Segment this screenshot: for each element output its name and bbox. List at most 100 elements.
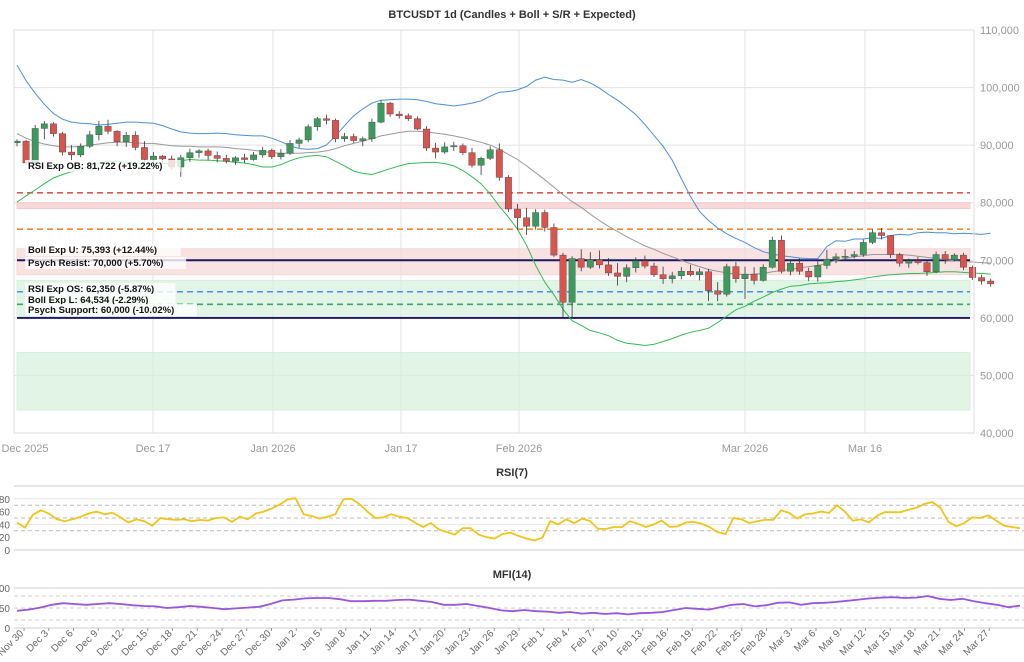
candle-body <box>113 131 121 142</box>
candle-body <box>377 102 385 123</box>
candle-body <box>304 126 312 141</box>
candle-body <box>268 150 276 157</box>
candle <box>341 133 348 142</box>
candle-body <box>814 265 822 278</box>
mfi-x-tick-label: Mar 24 <box>937 628 967 658</box>
candle-body <box>259 150 267 156</box>
rsi-y-tick-label: 40 <box>0 520 10 531</box>
candle <box>805 267 813 282</box>
candle-body <box>213 155 221 159</box>
candle <box>859 239 867 257</box>
candle-body <box>778 239 785 272</box>
candle-body <box>923 262 931 272</box>
level-annotation: RSI Exp OB: 81,722 (+19.22%) <box>28 161 162 172</box>
candle-body <box>623 267 631 277</box>
mfi-x-tick-label: Dec 30 <box>243 628 273 658</box>
main-y-tick-label: 60,000 <box>980 313 1014 325</box>
candle-body <box>395 113 403 116</box>
mfi-x-tick-label: Feb 10 <box>590 628 620 658</box>
candle-body <box>250 154 257 160</box>
candle-body <box>459 145 467 153</box>
candle <box>195 149 203 158</box>
candle-body <box>441 146 449 153</box>
candle-body <box>204 150 212 156</box>
candle <box>614 263 622 286</box>
candle <box>441 142 449 154</box>
candle-body <box>723 266 731 295</box>
candle-body <box>641 260 649 267</box>
candle-body <box>159 155 166 160</box>
rsi-grid <box>14 485 1024 551</box>
candle-body <box>477 158 485 166</box>
sr-zone <box>16 202 971 209</box>
annotation-bg <box>25 283 176 295</box>
candle <box>505 175 512 212</box>
main-y-tick-label: 70,000 <box>980 255 1014 267</box>
candle-body <box>68 151 76 156</box>
candle <box>586 252 594 269</box>
rsi-y-tick-label: 20 <box>0 533 10 544</box>
level-annotation: Psych Resist: 70,000 (+5.70%) <box>28 258 163 269</box>
candle <box>932 251 940 273</box>
main-x-tick-label: Mar 2026 <box>722 443 768 455</box>
candle-body <box>104 125 112 132</box>
candle <box>659 266 667 284</box>
rsi-y-tick-label: 80 <box>0 495 10 506</box>
candle <box>878 228 885 240</box>
candle <box>350 133 358 143</box>
candle-body <box>960 254 967 268</box>
mfi-x-tick-label: Jan 5 <box>298 628 323 653</box>
candle-body <box>495 149 503 178</box>
candle <box>950 253 958 262</box>
candle-body <box>323 118 330 121</box>
candle-body <box>596 259 603 266</box>
candle-body <box>614 272 622 277</box>
level-annotations: RSI Exp OB: 81,722 (+19.22%) Boll Exp U: … <box>25 160 197 316</box>
candle-body <box>732 266 740 279</box>
mfi-grid <box>14 587 1024 629</box>
mfi-x-tick-label: Dec 15 <box>120 628 150 658</box>
candle-body <box>668 275 676 279</box>
mfi-x-tick-label: Feb 22 <box>689 628 719 658</box>
candle-body <box>231 157 239 162</box>
candle <box>104 119 112 135</box>
rsi-title: RSI(7) <box>496 467 528 479</box>
mfi-x-tick-label: Dec 21 <box>169 628 199 658</box>
main-y-tick-label: 40,000 <box>980 428 1014 440</box>
candle-body <box>568 258 576 303</box>
candle <box>541 209 549 232</box>
main-x-tick-label: Dec 2025 <box>1 443 48 455</box>
candle <box>632 257 640 273</box>
candle-body <box>350 136 358 141</box>
mfi-x-tick-label: Mar 21 <box>912 628 942 658</box>
candle-body <box>50 123 57 134</box>
main-x-tick-label: Mar 16 <box>848 443 882 455</box>
candle-body <box>404 115 412 119</box>
mfi-x-tick-label: Jan 17 <box>393 628 422 657</box>
candle-body <box>705 271 713 291</box>
candle-body <box>77 146 85 156</box>
candle-body <box>22 140 30 164</box>
candle-body <box>414 118 421 130</box>
candle <box>377 100 385 124</box>
candle-body <box>823 258 831 266</box>
mfi-x-tick-label: Dec 27 <box>219 628 249 658</box>
candle <box>523 207 531 235</box>
candle <box>368 118 376 142</box>
candle <box>596 250 603 269</box>
main-y-tick-label: 80,000 <box>980 198 1014 210</box>
level-annotation: RSI Exp OS: 62,350 (-5.87%) <box>28 284 154 295</box>
mfi-x-tick-label: Feb 19 <box>665 628 695 658</box>
mfi-x-tick-label: Dec 24 <box>194 628 224 658</box>
candle-body <box>486 149 494 159</box>
candle-body <box>677 271 685 277</box>
mfi-y-tick-label: 50 <box>0 604 10 615</box>
candle <box>313 116 321 131</box>
candle-body <box>969 266 976 278</box>
candle <box>960 252 967 271</box>
candle-body <box>332 120 339 140</box>
candle <box>841 249 849 261</box>
candle-body <box>432 147 439 153</box>
candle <box>59 131 66 156</box>
